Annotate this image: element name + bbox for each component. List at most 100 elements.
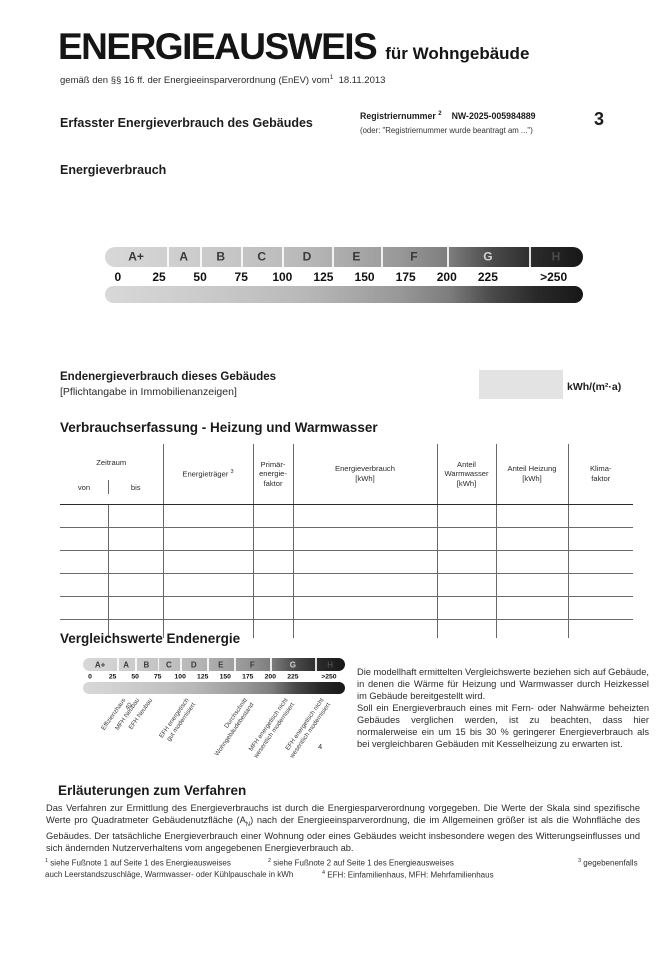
scale-tick-label: 225 bbox=[477, 269, 498, 284]
scale-tick-label: 50 bbox=[193, 269, 207, 284]
scale-tick-label: 50 bbox=[131, 673, 139, 680]
scale-tick-label: 150 bbox=[354, 269, 375, 284]
section-title: Erfasster Energieverbrauch des Gebäudes bbox=[60, 116, 313, 130]
scale-class-divider bbox=[117, 658, 119, 671]
table-cell bbox=[437, 596, 497, 620]
scale-class-label: A bbox=[179, 249, 188, 264]
explanations-body-text-cont: ) nach der Energieeinsparverordnung, die… bbox=[46, 815, 640, 854]
table-cell bbox=[60, 527, 109, 551]
table-cell bbox=[253, 573, 294, 597]
table-cell bbox=[437, 550, 497, 574]
scale-tick-label: 225 bbox=[287, 673, 299, 680]
scale-class-divider bbox=[234, 658, 236, 671]
energy-scale-small-number-band: 0 25 50 75 100 125 150 175 200 225 >250 bbox=[83, 671, 345, 682]
energy-scale-large-letter-band: A+ A B C D E F G H bbox=[105, 247, 583, 267]
table-cell bbox=[496, 527, 569, 551]
zeitraum-bis-label: bis bbox=[108, 480, 163, 495]
endenergy-label: Endenergieverbrauch dieses Gebäudes bbox=[60, 371, 277, 383]
scale-tick-label: 100 bbox=[272, 269, 293, 284]
table-cell bbox=[108, 504, 164, 528]
column-header-primaerenergiefaktor: Primär- energie- faktor bbox=[253, 444, 294, 505]
comparison-text: Die modellhaft ermittelten Vergleichswer… bbox=[357, 666, 649, 751]
table-cell bbox=[568, 596, 633, 620]
table-cell bbox=[163, 527, 254, 551]
table-row bbox=[60, 527, 633, 551]
scale-tick-label: 150 bbox=[219, 673, 231, 680]
scale-class-label: A bbox=[123, 659, 129, 669]
endenergy-sublabel: [Pflichtangabe in Immobilienanzeigen] bbox=[60, 386, 237, 398]
page-number: 3 bbox=[594, 109, 605, 129]
table-cell bbox=[60, 596, 109, 620]
endenergy-value-box bbox=[479, 370, 563, 399]
document-title-suffix: für Wohngebäude bbox=[385, 44, 530, 63]
subtitle-text: gemäß den §§ 16 ff. der Energieeinsparve… bbox=[60, 75, 330, 87]
energy-scale-large-number-band: 0 25 50 75 100 125 150 175 200 225 >250 bbox=[105, 267, 583, 286]
consumption-heading: Energieverbrauch bbox=[60, 163, 167, 177]
scale-class-divider bbox=[528, 247, 531, 267]
footnote-2: 2 siehe Fußnote 2 auf Seite 1 des Energi… bbox=[268, 858, 454, 868]
footnote-4: 4 EFH: Einfamilienhaus, MFH: Mehrfamilie… bbox=[322, 870, 494, 880]
scale-tick-label: 25 bbox=[108, 673, 117, 680]
energy-scale-small-letter-band: A+ A B C D E F G H bbox=[83, 658, 345, 671]
registration-footnote-ref: 2 bbox=[438, 111, 442, 118]
document-subtitle: gemäß den §§ 16 ff. der Energieeinsparve… bbox=[60, 74, 385, 86]
explanations-title: Erläuterungen zum Verfahren bbox=[58, 783, 247, 798]
scale-tick-label: 175 bbox=[395, 269, 416, 284]
table-cell bbox=[163, 596, 254, 620]
scale-class-label: F bbox=[249, 659, 255, 669]
comparison-paragraph-1: Die modellhaft ermittelten Vergleichswer… bbox=[357, 667, 649, 702]
energietraeger-footnote-ref: 3 bbox=[230, 468, 234, 475]
table-row bbox=[60, 619, 633, 638]
table-cell bbox=[108, 527, 164, 551]
table-cell bbox=[496, 504, 569, 528]
table-cell bbox=[163, 619, 254, 638]
scale-class-label: B bbox=[143, 659, 150, 669]
scale-tick-label: 175 bbox=[242, 673, 254, 680]
scale-class-divider bbox=[180, 658, 182, 671]
scale-tick-label: 0 bbox=[114, 269, 122, 284]
scale-class-label: G bbox=[483, 249, 493, 264]
scale-tick-label: 75 bbox=[153, 673, 162, 680]
comparison-marker-label: EFH energetisch gut modernisiert bbox=[157, 697, 197, 743]
column-header-klimafaktor: Klima- faktor bbox=[568, 444, 633, 505]
table-cell bbox=[437, 527, 497, 551]
scale-class-divider bbox=[380, 247, 383, 267]
footnote-3: 3 gegebenenfalls bbox=[578, 858, 638, 868]
scale-tick-label: >250 bbox=[321, 673, 337, 680]
table-cell bbox=[253, 527, 294, 551]
scale-tick-label: 25 bbox=[152, 269, 166, 284]
scale-class-divider bbox=[135, 658, 137, 671]
scale-class-label: C bbox=[257, 249, 267, 264]
explanations-body: Das Verfahren zur Ermittlung des Energie… bbox=[46, 802, 640, 855]
consumption-table: Zeitraum von bis Energieträger 3 Primär-… bbox=[60, 444, 633, 638]
table-row bbox=[60, 504, 633, 528]
table-cell bbox=[496, 573, 569, 597]
table-row bbox=[60, 596, 633, 620]
table-cell bbox=[496, 619, 569, 638]
document-title: ENERGIEAUSWEIS bbox=[58, 26, 378, 67]
scale-class-label: A+ bbox=[128, 249, 144, 264]
endenergy-unit: kWh/(m²·a) bbox=[567, 381, 622, 393]
explanations-body-text: Das Verfahren zur Ermittlung des Energie… bbox=[46, 803, 640, 826]
column-header-anteil-heizung: Anteil Heizung [kWh] bbox=[496, 444, 569, 505]
scale-tick-label: 125 bbox=[313, 269, 334, 284]
table-cell bbox=[60, 504, 109, 528]
registration-line: Registriernummer 2 NW-2025-005984889 bbox=[360, 111, 536, 121]
scale-class-divider bbox=[315, 658, 317, 671]
column-header-energietraeger: Energieträger 3 bbox=[163, 444, 254, 505]
document-title-row: ENERGIEAUSWEIS für Wohngebäude bbox=[58, 26, 529, 68]
explanations-subscript: N bbox=[245, 822, 251, 829]
scale-class-label: D bbox=[190, 659, 197, 669]
table-cell bbox=[568, 504, 633, 528]
scale-class-divider bbox=[167, 247, 170, 267]
energy-scale-small: A+ A B C D E F G H 0 25 50 75 100 125 150 175 200 225 >250 bbox=[83, 658, 345, 694]
table-cell bbox=[293, 527, 438, 551]
scale-class-label: H bbox=[551, 249, 561, 264]
scale-class-label: B bbox=[216, 249, 225, 264]
scale-tick-label: 200 bbox=[264, 673, 276, 680]
table-cell bbox=[293, 504, 438, 528]
column-header-energieverbrauch: Energieverbrauch [kWh] bbox=[293, 444, 438, 505]
registration-label: Registriernummer bbox=[360, 111, 436, 121]
table-cell bbox=[253, 550, 294, 574]
